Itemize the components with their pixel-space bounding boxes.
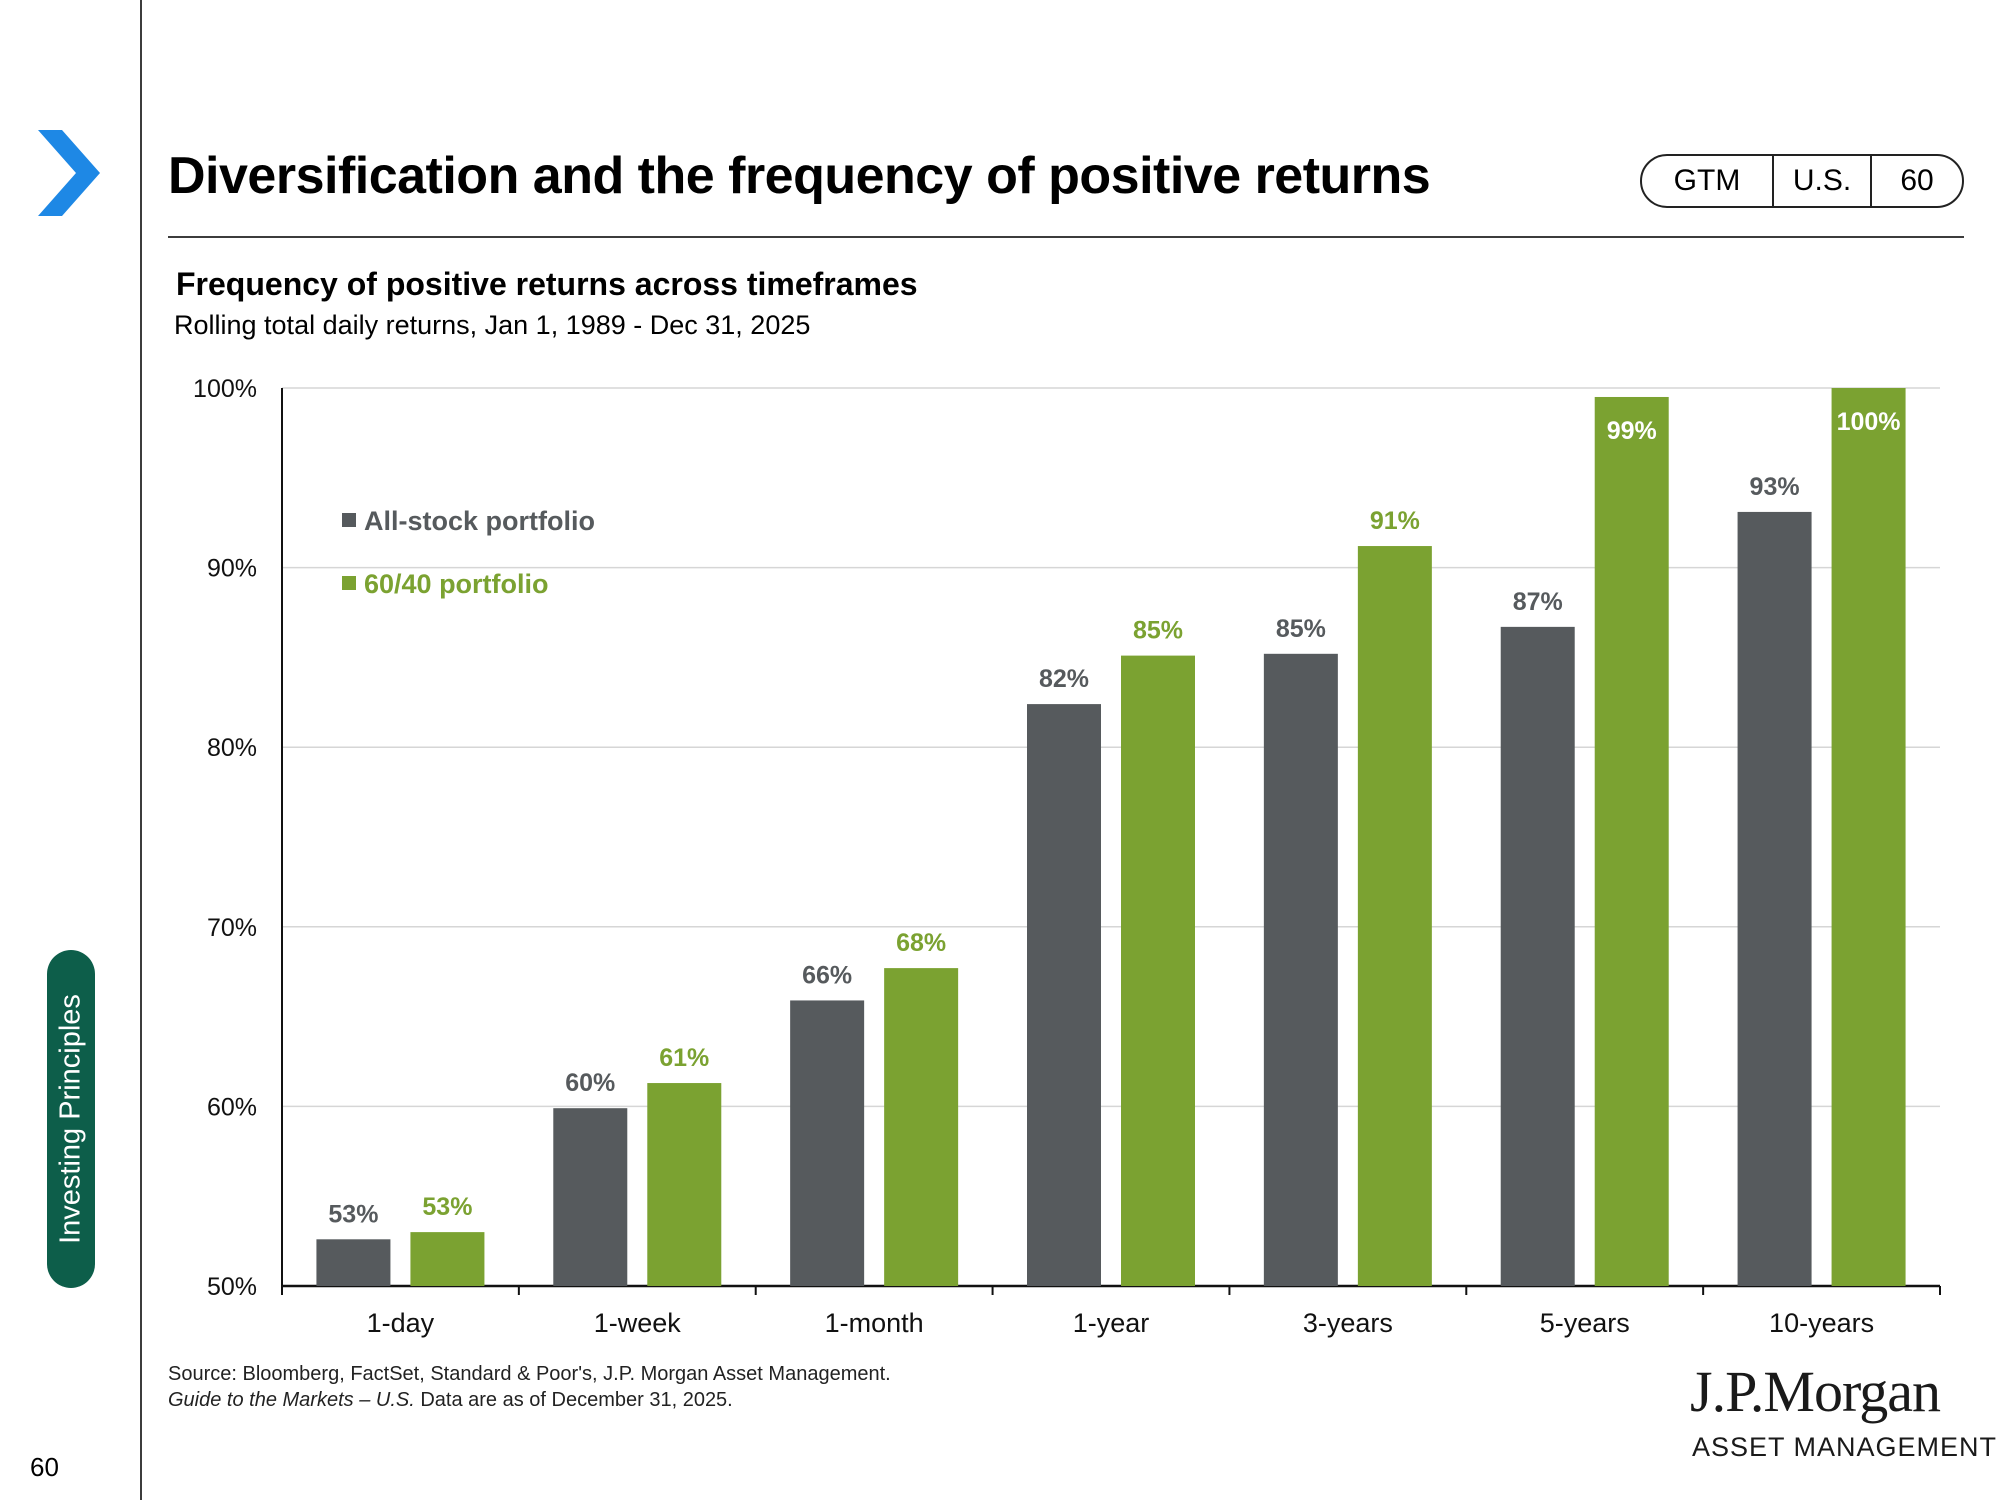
section-pill <box>47 950 95 1288</box>
data-label: 93% <box>1750 473 1800 501</box>
legend-swatch <box>342 513 356 527</box>
bar-sixty-forty <box>1357 546 1432 1286</box>
section-label: Investing Principles <box>54 994 87 1244</box>
data-label: 99% <box>1607 417 1657 445</box>
jpmorgan-logo: J.P.Morgan <box>1690 1359 1941 1424</box>
bar-sixty-forty <box>647 1083 722 1286</box>
bar-all-stock <box>1263 653 1338 1286</box>
data-label: 85% <box>1276 615 1326 643</box>
guide-line: Guide to the Markets – U.S. Data are as … <box>168 1387 891 1413</box>
bar-all-stock <box>553 1108 628 1286</box>
x-tick-label: 10-years <box>1769 1308 1874 1338</box>
data-label: 66% <box>802 961 852 989</box>
guide-title: Guide to the Markets – U.S. <box>168 1389 415 1411</box>
bar-all-stock <box>1737 511 1812 1286</box>
title-rule <box>168 236 1964 238</box>
y-tick-label: 70% <box>207 914 257 942</box>
bar-all-stock <box>1027 704 1101 1286</box>
x-tick-label: 1-year <box>1073 1308 1150 1338</box>
legend-swatch <box>342 576 356 590</box>
chart-title: Frequency of positive returns across tim… <box>176 266 918 302</box>
guide-tag: GTM U.S. 60 <box>1640 154 1964 208</box>
bar-all-stock <box>790 1000 865 1286</box>
data-label: 68% <box>896 929 946 957</box>
legend-label: 60/40 portfolio <box>364 569 549 599</box>
guide-date: Data are as of December 31, 2025. <box>414 1389 733 1411</box>
tag-page: 60 <box>1900 164 1934 197</box>
x-tick-label: 1-day <box>367 1308 435 1338</box>
asset-management-logo: ASSET MANAGEMENT <box>1692 1432 1998 1462</box>
data-label: 87% <box>1513 588 1563 616</box>
data-label: 61% <box>659 1044 709 1072</box>
data-label: 53% <box>328 1200 378 1228</box>
source-line: Source: Bloomberg, FactSet, Standard & P… <box>168 1363 891 1385</box>
data-label: 60% <box>565 1069 615 1097</box>
source-note: Source: Bloomberg, FactSet, Standard & P… <box>168 1361 891 1413</box>
chart-subtitle: Rolling total daily returns, Jan 1, 1989… <box>174 310 811 340</box>
data-label: 53% <box>422 1193 472 1221</box>
data-label: 91% <box>1370 507 1420 535</box>
y-tick-label: 80% <box>207 734 257 762</box>
bar-all-stock <box>316 1239 391 1286</box>
page-title: Diversification and the frequency of pos… <box>168 147 1431 205</box>
x-tick-label: 1-week <box>594 1308 682 1338</box>
x-tick-label: 3-years <box>1303 1308 1393 1338</box>
legend-label: All-stock portfolio <box>364 506 595 536</box>
y-tick-label: 50% <box>207 1273 257 1301</box>
page-number: 60 <box>30 1452 59 1482</box>
x-tick-label: 1-month <box>825 1308 924 1338</box>
bar-sixty-forty <box>1831 388 1906 1286</box>
tag-region: U.S. <box>1774 156 1872 206</box>
bar-sixty-forty <box>1121 655 1195 1286</box>
bar-sixty-forty <box>1594 396 1669 1287</box>
y-tick-label: 90% <box>207 555 257 583</box>
chevron-right-icon <box>38 130 100 216</box>
bar-all-stock <box>1500 626 1575 1286</box>
tag-gtm: GTM <box>1642 156 1774 206</box>
y-tick-label: 60% <box>207 1093 257 1121</box>
y-tick-label: 100% <box>193 375 257 403</box>
data-label: 100% <box>1837 408 1901 436</box>
data-label: 82% <box>1039 665 1089 693</box>
x-tick-label: 5-years <box>1540 1308 1630 1338</box>
data-label: 85% <box>1133 617 1183 645</box>
bar-sixty-forty <box>410 1232 485 1286</box>
bar-sixty-forty <box>884 968 959 1286</box>
sidebar-divider <box>140 0 142 1500</box>
